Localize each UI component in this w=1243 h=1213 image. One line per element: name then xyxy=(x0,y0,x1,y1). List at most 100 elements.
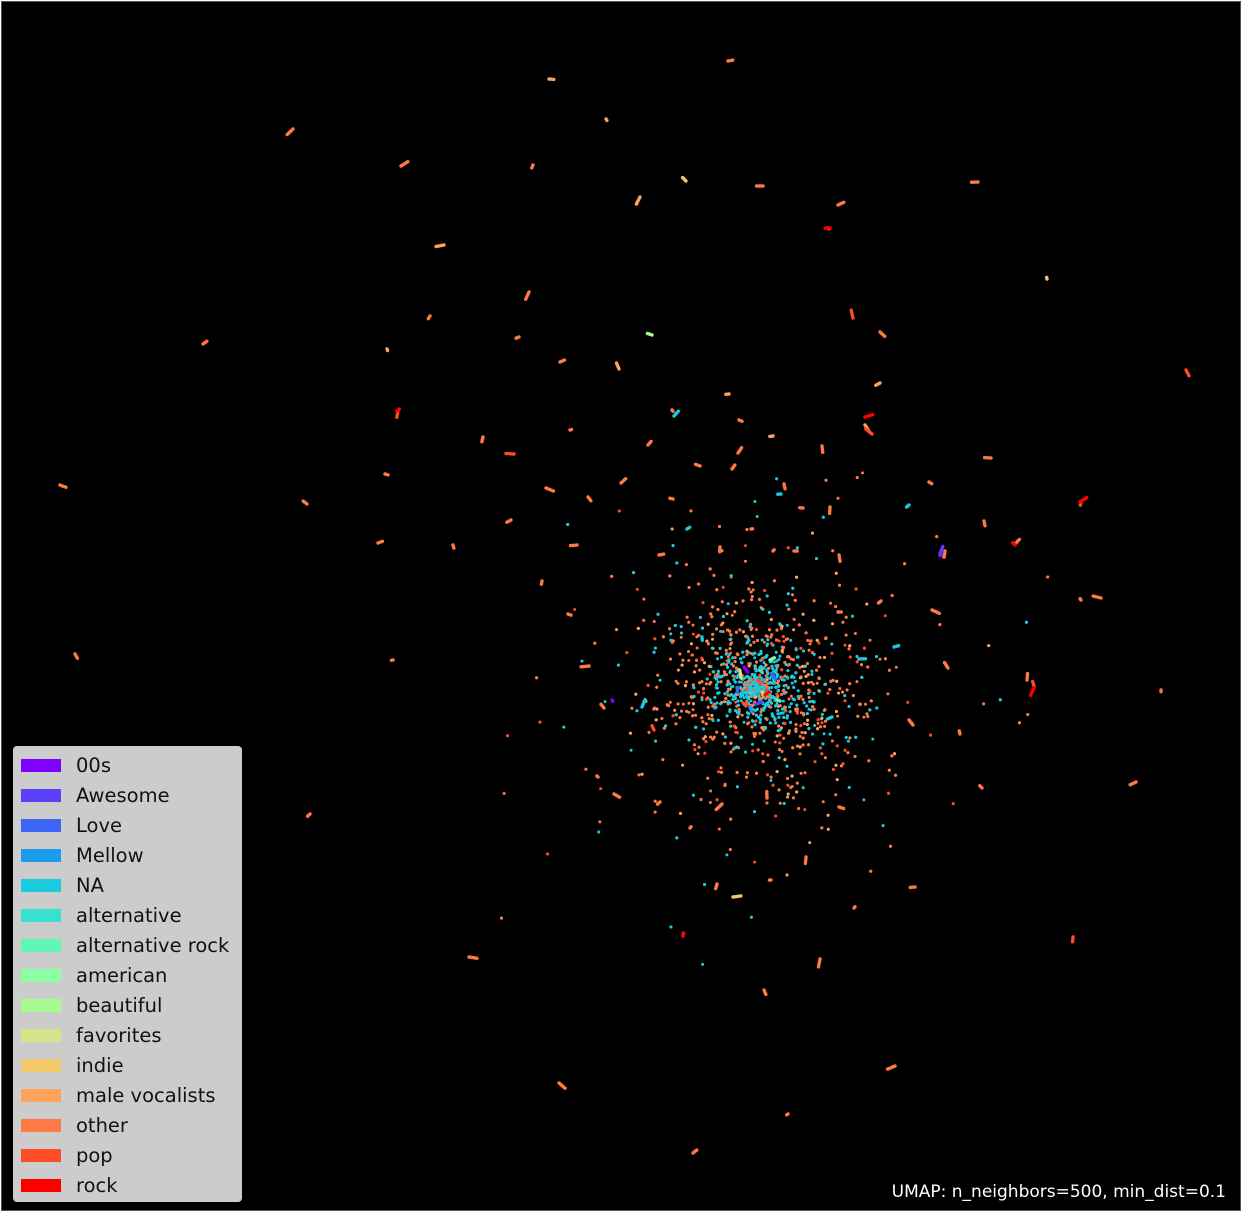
cluster-point xyxy=(733,610,737,614)
cluster-point xyxy=(765,678,769,682)
cluster-point xyxy=(753,810,756,814)
data-point xyxy=(733,463,737,467)
cluster-point xyxy=(670,527,674,531)
cluster-point xyxy=(854,735,858,739)
data-point xyxy=(305,814,310,818)
cluster-point xyxy=(765,801,769,805)
data-point xyxy=(1011,541,1015,545)
cluster-point xyxy=(697,745,701,749)
cluster-point xyxy=(753,651,757,655)
data-point xyxy=(904,505,909,509)
legend-label: american xyxy=(76,964,168,987)
legend-item: Love xyxy=(13,811,242,841)
data-point xyxy=(978,784,982,788)
cluster-point xyxy=(718,525,721,528)
cluster-point xyxy=(732,664,736,668)
cluster-point xyxy=(776,709,780,712)
cluster-point xyxy=(749,684,752,688)
cluster-point xyxy=(721,630,725,634)
cluster-point xyxy=(615,628,618,632)
cluster-point xyxy=(890,594,894,597)
cluster-point xyxy=(687,586,691,589)
cluster-point xyxy=(720,655,723,659)
cluster-point xyxy=(751,634,754,638)
cluster-point xyxy=(760,726,764,730)
cluster-point xyxy=(785,637,788,641)
cluster-point xyxy=(1017,721,1021,725)
cluster-point xyxy=(697,633,701,637)
cluster-point xyxy=(744,750,747,754)
cluster-point xyxy=(807,743,810,747)
data-point xyxy=(480,440,484,444)
cluster-point xyxy=(703,735,707,739)
cluster-point xyxy=(708,801,712,804)
cluster-point xyxy=(681,763,685,767)
cluster-point xyxy=(741,689,745,693)
cluster-point xyxy=(812,618,816,622)
cluster-point xyxy=(676,681,680,685)
legend-label: pop xyxy=(76,1144,113,1167)
legend-item: favorites xyxy=(13,1021,242,1051)
cluster-point xyxy=(698,668,702,672)
cluster-point xyxy=(758,721,762,724)
cluster-point xyxy=(816,718,820,722)
data-point xyxy=(551,489,556,493)
cluster-point xyxy=(807,648,811,652)
cluster-point xyxy=(652,650,656,654)
cluster-point xyxy=(660,717,664,720)
cluster-point xyxy=(720,600,724,604)
cluster-point xyxy=(812,599,816,603)
cluster-point xyxy=(736,653,740,657)
cluster-point xyxy=(694,725,698,729)
cluster-point xyxy=(757,715,761,719)
series-alternative-rock xyxy=(775,697,782,703)
cluster-point xyxy=(862,646,866,650)
cluster-point xyxy=(791,658,795,662)
data-point xyxy=(389,658,394,662)
cluster-point xyxy=(733,746,737,750)
cluster-point xyxy=(782,802,786,805)
data-point xyxy=(764,992,768,997)
cluster-point xyxy=(806,681,810,685)
cluster-point xyxy=(756,748,760,752)
cluster-point xyxy=(765,643,769,647)
cluster-point xyxy=(642,597,646,601)
data-point xyxy=(937,611,941,615)
cluster-point xyxy=(739,735,743,739)
cluster-point xyxy=(776,689,780,692)
cluster-point xyxy=(722,673,726,677)
cluster-point xyxy=(726,679,730,683)
cluster-point xyxy=(761,607,765,611)
cluster-point xyxy=(743,686,747,690)
cluster-point xyxy=(694,664,698,668)
cluster-point xyxy=(786,777,789,780)
data-point xyxy=(1085,496,1089,500)
cluster-point xyxy=(812,707,816,711)
cluster-point xyxy=(769,779,773,782)
cluster-point xyxy=(599,787,603,791)
cluster-point xyxy=(735,601,738,605)
cluster-point xyxy=(653,810,657,814)
cluster-point xyxy=(812,652,816,656)
data-point xyxy=(504,451,508,456)
cluster-point xyxy=(819,725,822,729)
cluster-point xyxy=(678,716,682,720)
cluster-point xyxy=(841,620,845,624)
cluster-point xyxy=(736,699,740,703)
data-point xyxy=(1070,940,1075,944)
cluster-point xyxy=(813,760,817,764)
cluster-point xyxy=(717,827,721,831)
cluster-point xyxy=(778,741,782,745)
cluster-point xyxy=(701,626,704,630)
data-point xyxy=(530,166,534,170)
cluster-point xyxy=(726,655,730,659)
data-point xyxy=(930,482,934,486)
cluster-point xyxy=(764,634,768,638)
cluster-point xyxy=(834,605,838,608)
cluster-point xyxy=(750,719,754,723)
cluster-point xyxy=(798,745,802,749)
cluster-point xyxy=(726,693,730,697)
cluster-point xyxy=(685,615,689,619)
cluster-point xyxy=(855,476,859,479)
cluster-point xyxy=(671,544,675,548)
